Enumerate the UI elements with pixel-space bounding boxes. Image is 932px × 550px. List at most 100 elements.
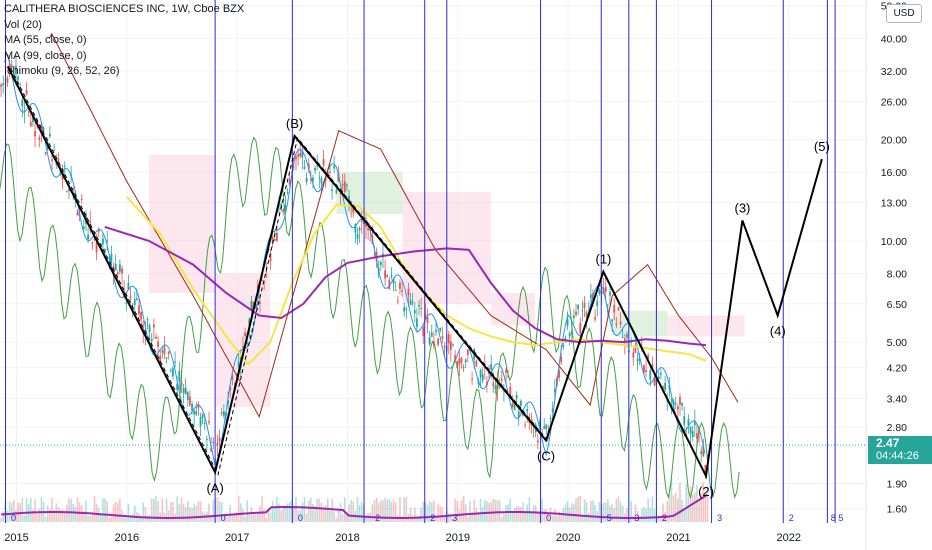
currency-badge[interactable]: USD <box>886 4 922 23</box>
volume-bar-162 <box>343 497 346 522</box>
candle-body-56 <box>119 264 121 272</box>
candle-body-155 <box>329 171 331 173</box>
candle-body-161 <box>341 184 344 186</box>
volume-bar-14 <box>30 497 32 522</box>
volume-bar-44 <box>93 496 96 522</box>
volume-bar-146 <box>310 497 312 522</box>
candle-body-197 <box>418 304 420 307</box>
ma-55-line <box>126 196 707 366</box>
volume-bar-237 <box>503 513 505 522</box>
volume-bar-78 <box>165 498 168 522</box>
candle-body-39 <box>82 226 85 229</box>
candle-body-332 <box>704 465 707 473</box>
volume-bar-318 <box>674 492 677 522</box>
time-axis[interactable]: 2015 2016 2017 2018 2019 2020 2021 2022 <box>4 532 801 544</box>
candle-body-134 <box>284 205 287 210</box>
candle-body-59 <box>125 302 128 304</box>
candle-body-211 <box>447 334 450 344</box>
candle-body-317 <box>672 400 675 407</box>
volume-bar-79 <box>167 510 170 522</box>
volume-bar-279 <box>592 500 594 522</box>
volume-bar-96 <box>203 513 206 522</box>
volume-bar-135 <box>286 503 289 522</box>
candle-body-84 <box>178 370 181 382</box>
candle-body-253 <box>536 440 539 443</box>
cycle-label-1: 0 <box>221 513 226 523</box>
candle-body-254 <box>539 420 541 427</box>
candle-body-304 <box>645 369 647 372</box>
volume-bar-312 <box>662 503 664 522</box>
candle-body-206 <box>437 338 440 346</box>
candle-body-64 <box>135 298 138 300</box>
candle-body-96 <box>203 423 206 425</box>
candle-body-139 <box>295 156 297 160</box>
elliott-wave-drawing[interactable]: (A) (B) (C) (1) (2) (3) (4) (5) <box>6 65 830 499</box>
candle-body-147 <box>312 177 314 181</box>
volume-bar-10 <box>21 497 24 522</box>
y-tick-1: 40.00 <box>881 33 907 45</box>
legend-vol[interactable]: Vol (20) <box>4 18 42 31</box>
symbol-title[interactable]: CALITHERA BIOSCIENCES INC, 1W, Cboe BZX <box>4 3 245 15</box>
candle-body-191 <box>405 308 408 310</box>
candle-body-76 <box>161 350 164 353</box>
volume-bar-127 <box>269 512 272 522</box>
candle-body-245 <box>519 400 522 406</box>
candle-body-293 <box>621 336 624 338</box>
cloud-segment-2 <box>336 172 403 215</box>
volume-bar-238 <box>505 505 507 522</box>
candle-body-117 <box>248 318 251 326</box>
candle-body-97 <box>205 439 208 441</box>
candle-body-248 <box>526 409 529 412</box>
legend-ma-55[interactable]: MA (55, close, 0) <box>4 34 87 46</box>
volume-bar-5 <box>10 502 13 522</box>
candle-body-57 <box>121 268 123 274</box>
legend-ma-99[interactable]: MA (99, close, 0) <box>4 49 87 62</box>
volume-bar-67 <box>142 502 145 522</box>
volume-bar-255 <box>541 498 543 522</box>
legend-ichimoku[interactable]: Ichimoku (9, 26, 52, 26) <box>4 65 120 77</box>
candle-body-78 <box>165 357 168 359</box>
candle-body-244 <box>517 411 520 418</box>
candle-body-219 <box>464 359 467 363</box>
candle-body-306 <box>649 370 652 380</box>
volume-bar-184 <box>390 502 393 522</box>
candle-body-81 <box>172 368 174 377</box>
candle-body-26 <box>55 163 58 165</box>
candle-body-52 <box>110 253 113 263</box>
volume-bar-33 <box>70 499 72 522</box>
volume-bar-108 <box>229 504 232 522</box>
candle-body-135 <box>286 192 289 194</box>
candle-body-128 <box>271 236 274 244</box>
volume-bar-271 <box>575 498 577 522</box>
volume-bar-305 <box>647 498 649 522</box>
volume-bar-81 <box>172 502 174 522</box>
volume-bar-242 <box>513 507 516 522</box>
volume-bar-259 <box>549 507 552 522</box>
candle-body-41 <box>87 234 89 240</box>
volume-bar-195 <box>413 507 416 522</box>
candle-body-308 <box>653 376 656 386</box>
candle-body-320 <box>679 397 681 405</box>
candle-body-82 <box>174 361 176 363</box>
y-tick-15: 1.60 <box>887 504 908 516</box>
volume-bar-39 <box>83 510 85 522</box>
volume-bar-131 <box>278 503 280 522</box>
volume-bar-232 <box>492 498 495 522</box>
volume-bar-118 <box>250 506 253 522</box>
candle-body-103 <box>218 437 221 442</box>
volume-bar-128 <box>271 500 274 522</box>
volume-bar-284 <box>602 503 605 522</box>
volume-bar-249 <box>528 497 531 522</box>
candle-body-222 <box>471 378 473 380</box>
volume-bar-110 <box>233 513 236 522</box>
candle-body-186 <box>394 289 397 291</box>
candle-body-89 <box>189 396 191 406</box>
candle-body-324 <box>687 419 690 426</box>
volume-bar-327 <box>694 492 696 522</box>
candle-body-31 <box>65 191 68 193</box>
volume-bar-209 <box>443 516 446 522</box>
price-axis[interactable]: 50.0040.0032.0026.0020.0016.0013.0010.00… <box>881 1 907 516</box>
candle-body-118 <box>250 301 253 311</box>
